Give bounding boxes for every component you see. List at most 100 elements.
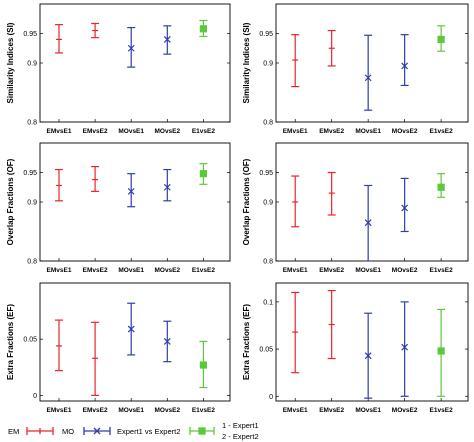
x-tick-label: EMvsE2 xyxy=(319,407,344,414)
y-axis-label: Overlap Fractions (OF) xyxy=(6,158,15,245)
legend-note-1: 1 - Expert1 xyxy=(222,421,259,430)
plot-frame xyxy=(275,3,469,123)
marker-x-b xyxy=(163,183,171,191)
x-tick-label: EMvsE1 xyxy=(47,407,72,414)
x-tick-label: MOvsE2 xyxy=(154,128,180,135)
marker-x-b xyxy=(401,204,409,212)
marker-x-b xyxy=(127,187,135,195)
marker-square xyxy=(437,183,445,191)
y-tick-label: 0.9 xyxy=(263,200,273,207)
x-tick-label: MOvsE2 xyxy=(392,128,418,135)
panel-2: 0.8 0.9 0.95 EMvsE1 EMvsE2 MOvsE1 MOvsE2 E1vsE2… xyxy=(242,3,469,135)
x-tick-label: EMvsE1 xyxy=(47,267,72,274)
y-tick-label: 0.95 xyxy=(23,31,37,38)
y-tick-label: 0 xyxy=(269,394,273,401)
y-tick-label: 0.95 xyxy=(259,31,273,38)
x-tick-label: MOvsE1 xyxy=(118,407,144,414)
plot-frame xyxy=(39,142,231,262)
panel-6: 0 0.05 0.1 EMvsE1 EMvsE2 MOvsE1 MOvsE2 E1vsE2 Ex… xyxy=(242,282,469,414)
x-tick-label: MOvsE2 xyxy=(154,267,180,274)
errorbar-EMvsE2 xyxy=(327,171,336,216)
errorbar-MOvsE1 xyxy=(364,34,373,111)
plot-frame xyxy=(39,3,231,123)
legend-marker-em xyxy=(26,427,54,435)
errorbar-MOvsE1 xyxy=(127,302,136,356)
y-tick-label: 0.05 xyxy=(23,337,37,344)
marker-x-b xyxy=(364,352,372,360)
x-tick-label: EMvsE1 xyxy=(47,128,72,135)
y-tick-label: 0.9 xyxy=(263,61,273,68)
plot-frame xyxy=(275,142,469,262)
y-tick-label: 0.95 xyxy=(23,170,37,177)
errorbar-EMvsE2 xyxy=(91,22,100,39)
errorbar-E1vsE2 xyxy=(437,173,446,198)
marker-square xyxy=(199,170,207,178)
marker-square xyxy=(199,25,207,33)
y-tick-label: 0.1 xyxy=(263,299,273,306)
errorbar-E1vsE2 xyxy=(199,19,208,38)
errorbar-E1vsE2 xyxy=(437,308,446,397)
marker-x-b xyxy=(401,62,409,70)
plot-frame xyxy=(275,282,469,402)
y-tick-label: 0.8 xyxy=(27,259,37,266)
x-tick-label: MOvsE2 xyxy=(392,407,418,414)
y-tick-label: 0.05 xyxy=(259,347,273,354)
marker-x-b xyxy=(364,219,372,227)
marker-square xyxy=(437,35,445,44)
y-axis-label: Extra Fractions (EF) xyxy=(6,304,15,380)
x-tick-label: E1vsE2 xyxy=(430,128,454,135)
x-tick-label: E1vsE2 xyxy=(430,407,454,414)
errorbar-MOvsE2 xyxy=(163,320,172,363)
errorbar-EMvsE2 xyxy=(91,321,100,396)
legend-label-mo: MO xyxy=(62,427,74,436)
errorbar-EMvsE2 xyxy=(327,289,336,360)
errorbar-EMvsE2 xyxy=(91,166,100,192)
x-tick-label: EMvsE1 xyxy=(283,407,308,414)
errorbar-MOvsE2 xyxy=(400,177,409,233)
y-tick-label: 0.9 xyxy=(27,200,37,207)
y-axis-label: Similarity Indices (SI) xyxy=(6,22,15,103)
marker-x-b xyxy=(127,325,135,333)
x-tick-label: MOvsE1 xyxy=(355,407,381,414)
plot-frame xyxy=(39,282,231,402)
marker-x-b xyxy=(127,44,135,52)
y-axis-label: Similarity Indices (SI) xyxy=(242,22,251,103)
panel-3: 0.8 0.9 0.95 EMvsE1 EMvsE2 MOvsE1 MOvsE2 E1vsE2… xyxy=(6,142,231,274)
errorbar-EMvsE1 xyxy=(291,291,300,374)
x-tick-label: MOvsE1 xyxy=(118,267,144,274)
x-tick-label: EMvsE2 xyxy=(83,128,108,135)
x-tick-label: EMvsE2 xyxy=(319,128,344,135)
y-axis-label: Extra Fractions (EF) xyxy=(242,304,251,380)
marker-x-b xyxy=(364,74,372,82)
errorbar-MOvsE1 xyxy=(127,27,136,68)
errorbar-E1vsE2 xyxy=(199,340,208,389)
errorbar-EMvsE1 xyxy=(291,175,300,228)
panel-4: 0.8 0.9 0.95 EMvsE1 EMvsE2 MOvsE1 MOvsE2 E1vsE2… xyxy=(242,142,469,274)
marker-square xyxy=(437,347,445,355)
x-tick-label: E1vsE2 xyxy=(430,267,454,274)
x-tick-label: E1vsE2 xyxy=(192,267,216,274)
panels: 0.8 0.9 0.95 EMvsE1 EMvsE2 MOvsE1 MOvsE2 E1vsE2… xyxy=(6,3,469,414)
legend-note-2: 2 - Expert2 xyxy=(222,432,259,441)
errorbar-EMvsE2 xyxy=(327,29,336,67)
errorbar-MOvsE1 xyxy=(127,173,136,208)
legend-label-em: EM xyxy=(8,427,19,436)
x-tick-label: MOvsE1 xyxy=(355,128,381,135)
marker-square xyxy=(199,361,207,369)
x-tick-label: EMvsE2 xyxy=(83,407,108,414)
x-tick-label: MOvsE2 xyxy=(154,407,180,414)
panel-1: 0.8 0.9 0.95 EMvsE1 EMvsE2 MOvsE1 MOvsE2 E1vsE2… xyxy=(6,3,231,135)
legend-label-expert: Expert1 vs Expert2 xyxy=(117,427,180,436)
panel-5: 0 0.05 EMvsE1 EMvsE2 MOvsE1 MOvsE2 E1vsE2 Extra… xyxy=(6,282,231,414)
legend-marker-mo xyxy=(83,427,111,435)
y-tick-label: 0.8 xyxy=(27,120,37,127)
x-tick-label: E1vsE2 xyxy=(192,407,216,414)
errorbar-MOvsE2 xyxy=(400,301,409,397)
errorbar-MOvsE1 xyxy=(364,184,373,262)
y-axis-label: Overlap Fractions (OF) xyxy=(242,158,251,245)
marker-x-b xyxy=(163,338,171,345)
x-tick-label: EMvsE2 xyxy=(83,267,108,274)
marker-x-b xyxy=(401,343,409,351)
x-tick-label: MOvsE2 xyxy=(392,267,418,274)
